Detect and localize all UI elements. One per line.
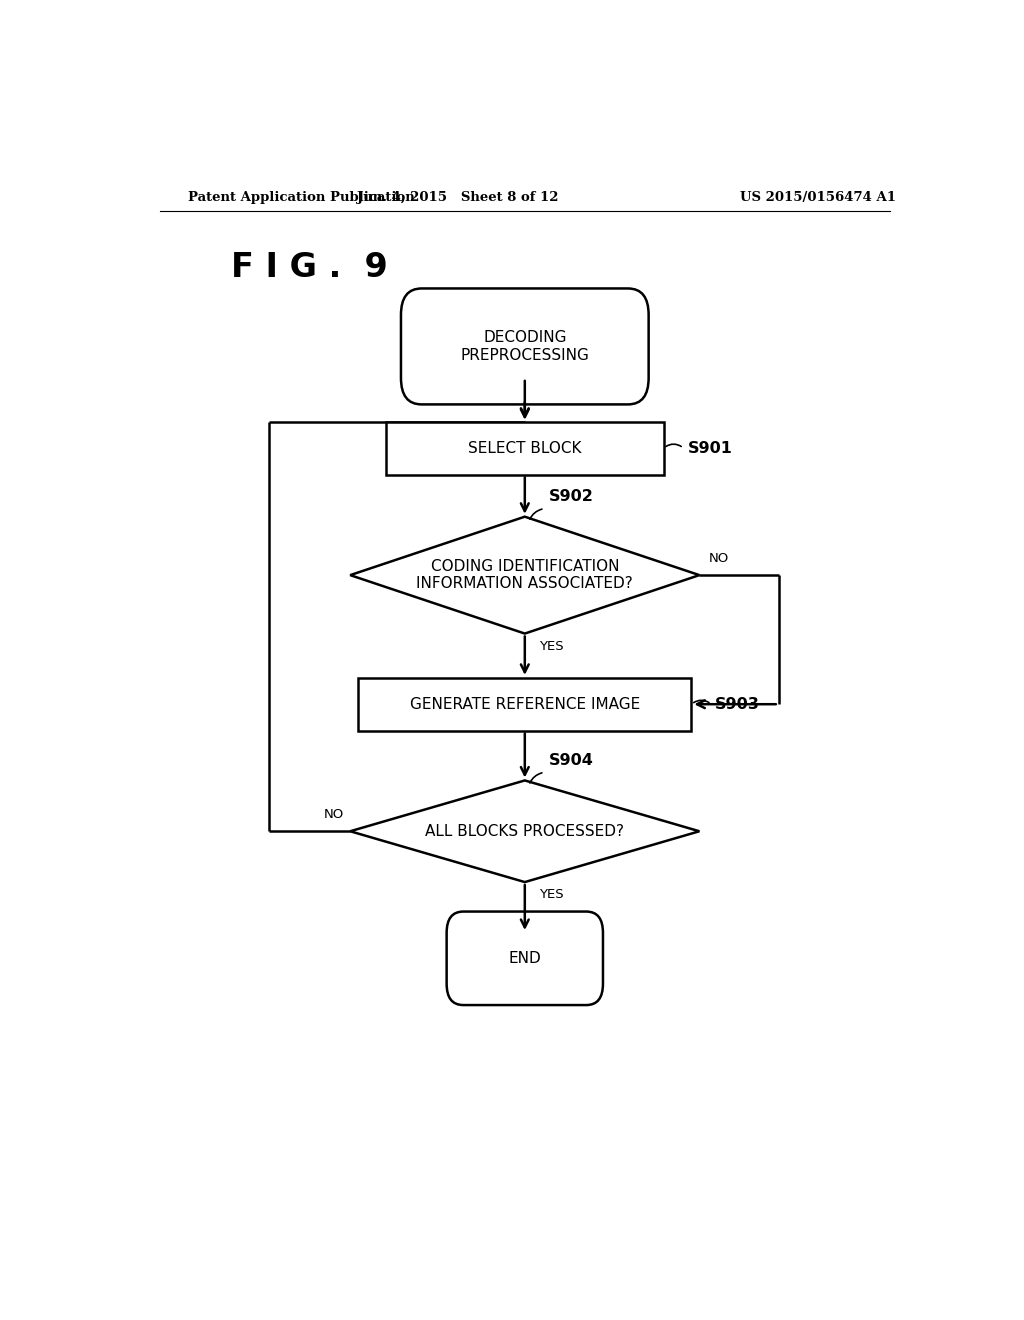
Text: Patent Application Publication: Patent Application Publication bbox=[187, 190, 415, 203]
Text: GENERATE REFERENCE IMAGE: GENERATE REFERENCE IMAGE bbox=[410, 697, 640, 711]
Bar bbox=[358, 677, 691, 731]
FancyBboxPatch shape bbox=[401, 289, 648, 404]
Text: Jun. 4, 2015   Sheet 8 of 12: Jun. 4, 2015 Sheet 8 of 12 bbox=[356, 190, 558, 203]
Text: YES: YES bbox=[539, 888, 563, 902]
FancyBboxPatch shape bbox=[446, 912, 603, 1005]
Text: S901: S901 bbox=[687, 441, 732, 455]
Polygon shape bbox=[350, 780, 699, 882]
Polygon shape bbox=[350, 516, 699, 634]
Bar bbox=[386, 421, 664, 474]
Text: S904: S904 bbox=[549, 754, 594, 768]
Text: CODING IDENTIFICATION
INFORMATION ASSOCIATED?: CODING IDENTIFICATION INFORMATION ASSOCI… bbox=[417, 558, 633, 591]
Text: ALL BLOCKS PROCESSED?: ALL BLOCKS PROCESSED? bbox=[425, 824, 625, 838]
Text: F I G .  9: F I G . 9 bbox=[231, 251, 388, 284]
Text: S902: S902 bbox=[549, 490, 594, 504]
Text: SELECT BLOCK: SELECT BLOCK bbox=[468, 441, 582, 455]
Text: NO: NO bbox=[324, 808, 344, 821]
Text: DECODING
PREPROCESSING: DECODING PREPROCESSING bbox=[461, 330, 589, 363]
Text: US 2015/0156474 A1: US 2015/0156474 A1 bbox=[740, 190, 896, 203]
Text: END: END bbox=[509, 950, 541, 966]
Text: NO: NO bbox=[709, 552, 729, 565]
Text: YES: YES bbox=[539, 640, 563, 652]
Text: S903: S903 bbox=[715, 697, 760, 711]
